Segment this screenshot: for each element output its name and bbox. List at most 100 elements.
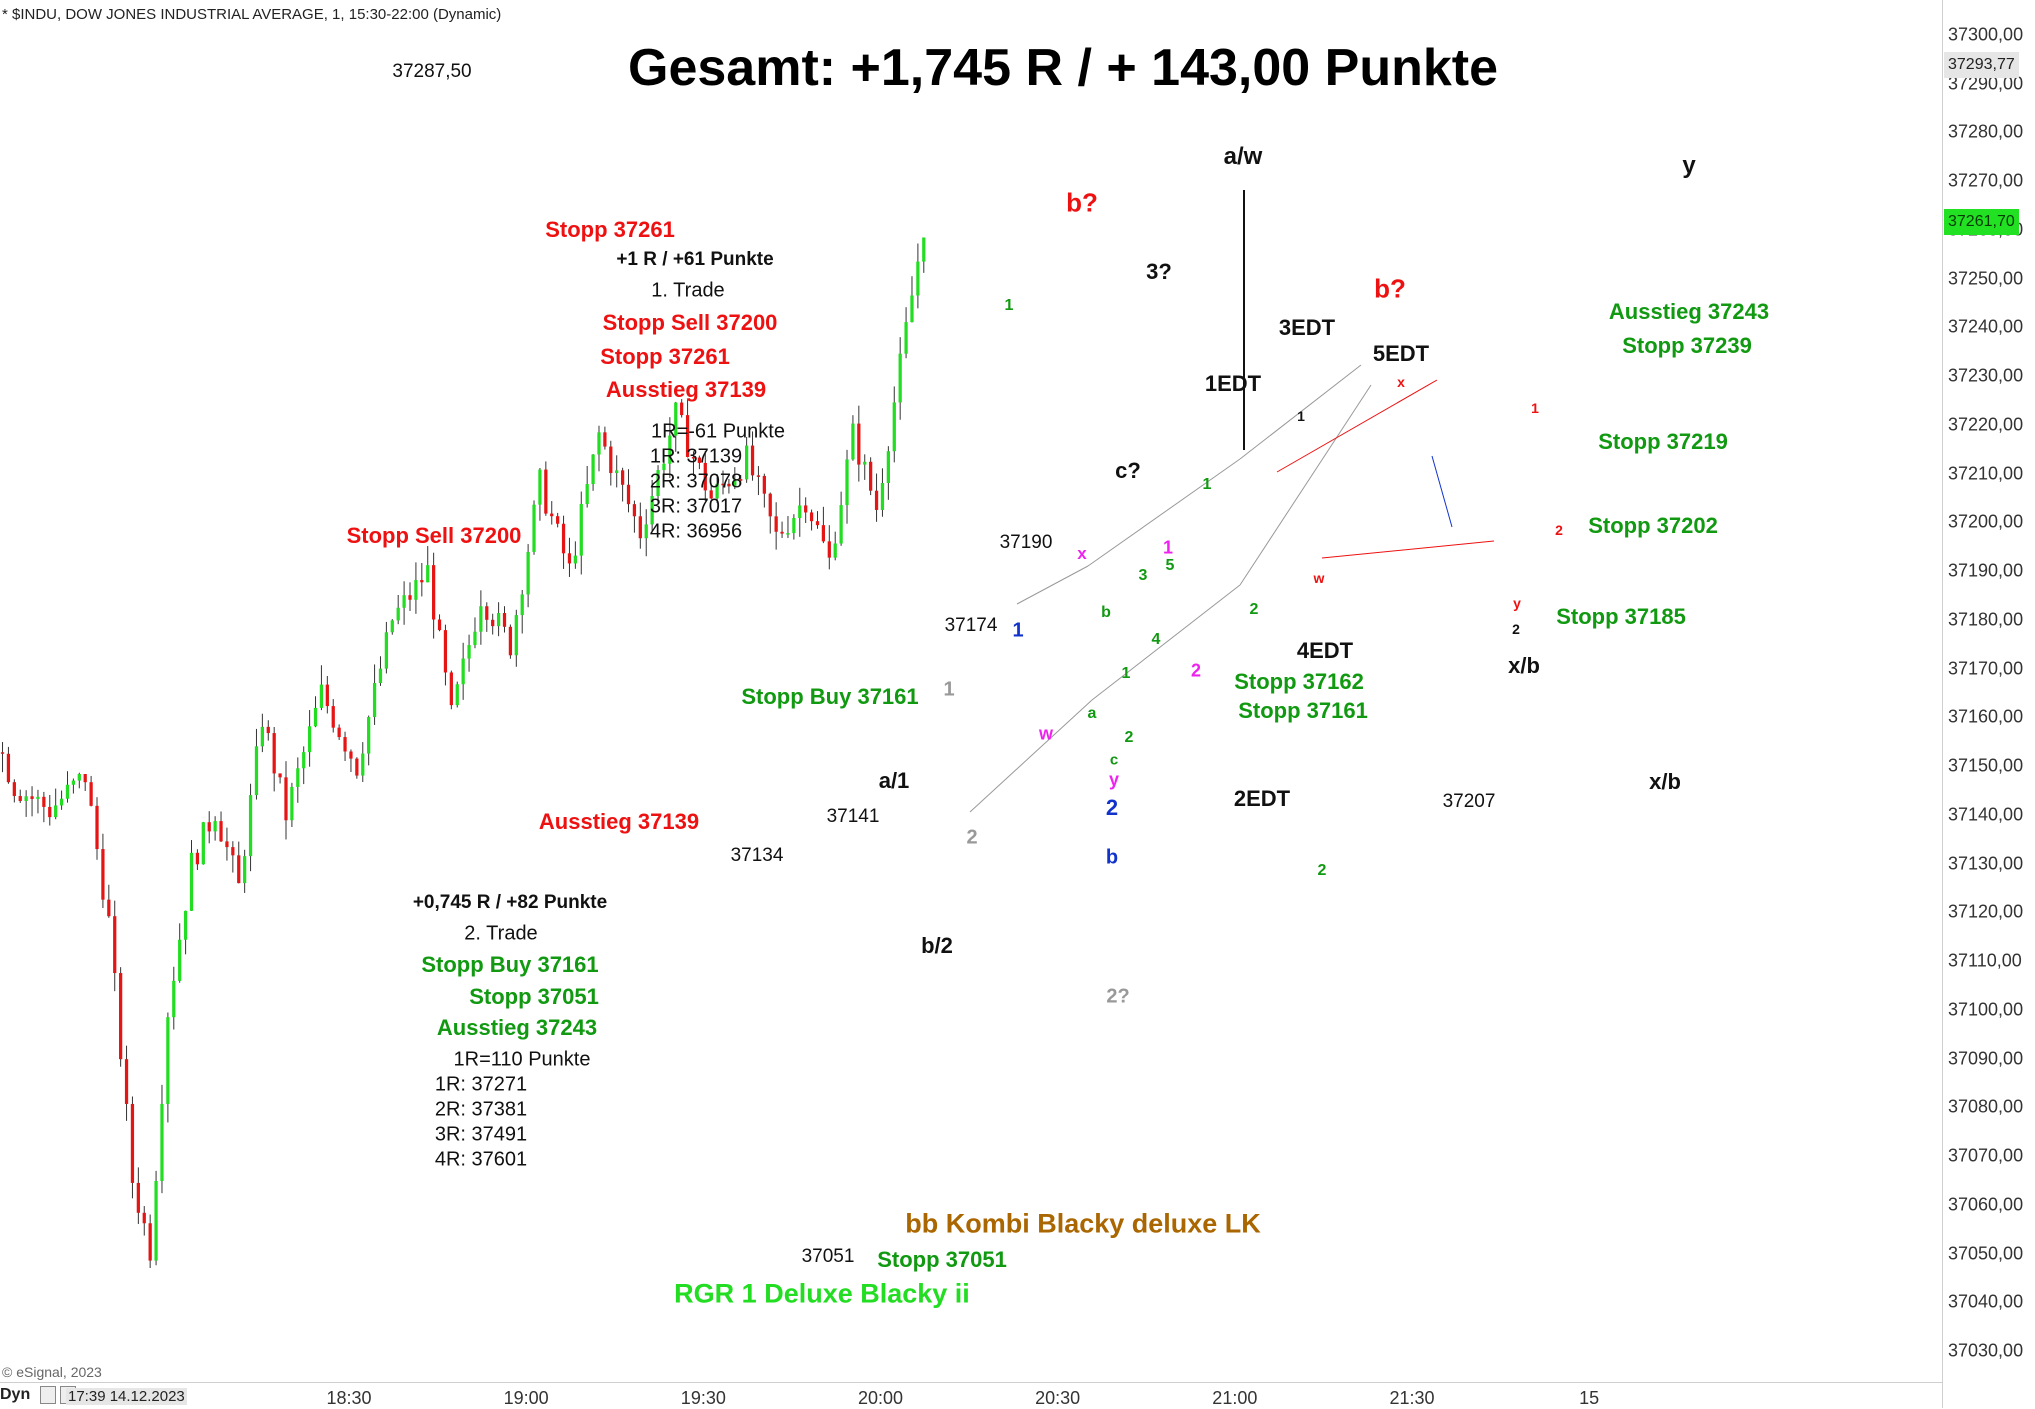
candle-up [467, 645, 471, 659]
price-tick-label: 37180,00 [1948, 609, 2024, 630]
chart-annotation: 3 [1138, 567, 1148, 584]
candle-up [674, 402, 678, 436]
chart-annotation: 37287,50 [392, 61, 472, 82]
candle-down [148, 1223, 152, 1261]
candle-down [284, 777, 288, 821]
chart-annotation: 4R: 37601 [434, 1148, 528, 1171]
candle-up [160, 1103, 164, 1182]
candle-up [36, 796, 40, 799]
chart-annotation: 1R=-61 Punkte [651, 420, 785, 443]
candle-up [455, 684, 459, 706]
price-tick-label: 37030,00 [1948, 1340, 2024, 1361]
last-price-tag: 37261,70 [1944, 208, 2019, 235]
candle-up [302, 752, 306, 769]
candle-up [390, 620, 394, 633]
candle-up [591, 454, 595, 485]
candle-down [821, 525, 826, 542]
chart-annotation: 2 [966, 826, 978, 849]
candle-up [798, 505, 802, 519]
candle-up [361, 753, 365, 776]
candle-up [384, 632, 389, 669]
price-tick-label: 37190,00 [1948, 560, 2024, 581]
candle-down [815, 521, 820, 526]
candle-down [237, 855, 241, 884]
chart-annotation: 1 [1004, 297, 1014, 314]
chart-annotation: 5 [1165, 557, 1175, 574]
candle-down [266, 726, 270, 734]
candle-down [680, 402, 684, 416]
candle-down [556, 516, 560, 524]
candle-down [207, 822, 211, 832]
price-tick-label: 37080,00 [1948, 1096, 2024, 1117]
chart-annotation: 1 [1012, 619, 1024, 642]
candle-up [892, 402, 896, 452]
dyn-label[interactable]: Dyn [0, 1386, 31, 1403]
chart-annotation: 2 [1317, 862, 1327, 879]
candle-up [65, 784, 70, 799]
chart-annotation: Stopp 37261 [545, 217, 675, 242]
time-tick-label: 15 [1579, 1388, 1600, 1408]
candle-down [219, 821, 223, 842]
chart-annotation: 2 [1249, 601, 1259, 618]
chart-annotation: +0,745 R / +82 Punkte [412, 892, 608, 913]
scroll-left-button[interactable] [40, 1386, 56, 1404]
candle-up [845, 459, 849, 506]
chart-annotation: b [1101, 604, 1111, 621]
trendline [1087, 458, 1241, 567]
chart-annotation: 2 [1124, 729, 1134, 746]
candle-up [538, 469, 542, 505]
chart-annotation: 1. Trade [651, 279, 725, 302]
candle-down [491, 619, 495, 627]
candle-down [780, 531, 784, 534]
candle-down [685, 415, 690, 457]
candle-up [863, 461, 867, 465]
candle-down [272, 733, 276, 774]
time-axis[interactable] [0, 1382, 1942, 1409]
candle-up [178, 939, 182, 981]
chart-annotation: y [1108, 769, 1120, 790]
candle-up [248, 795, 253, 857]
trendline [1091, 584, 1241, 701]
candle-up [839, 505, 843, 544]
copyright: © eSignal, 2023 [2, 1364, 102, 1380]
candle-up [166, 1017, 170, 1104]
candle-down [762, 475, 766, 494]
candle-down [142, 1212, 146, 1224]
candle-down [638, 516, 642, 539]
candle-down [136, 1182, 140, 1213]
trendline [1239, 384, 1372, 586]
candle-down [101, 849, 105, 900]
candle-down [119, 973, 123, 1060]
candle-down [739, 479, 743, 481]
candle-up [916, 261, 920, 296]
candle-up [733, 479, 737, 487]
chart-annotation: Stopp Sell 37200 [346, 523, 522, 548]
chart-annotation: Stopp 37161 [1238, 698, 1368, 723]
price-tick-label: 37150,00 [1948, 755, 2024, 776]
candle-down [432, 565, 436, 620]
price-tick-label: 37110,00 [1948, 950, 2022, 971]
chart-annotation: y [1513, 595, 1521, 611]
timestamp: 17:39 14.12.2023 [66, 1388, 187, 1405]
trendline [1276, 379, 1438, 473]
chart-annotation: x [1397, 374, 1405, 390]
candle-down [620, 470, 625, 485]
chart-annotation: 2R: 37078 [649, 470, 743, 493]
chart-annotation: c? [1115, 458, 1141, 483]
candle-up [461, 658, 465, 685]
candle-up [792, 518, 796, 534]
chart-annotation: 1 [943, 678, 955, 701]
candle-down [756, 475, 761, 477]
chart-annotation: Stopp 37185 [1556, 604, 1686, 629]
chart-annotation: b/2 [921, 933, 953, 958]
chart-annotation: Stopp 37051 [877, 1247, 1007, 1272]
candle-down [30, 796, 34, 799]
price-tick-label: 37060,00 [1948, 1194, 2024, 1215]
price-tick-label: 37050,00 [1948, 1243, 2024, 1264]
chart-annotation: x/b [1508, 653, 1540, 678]
candle-down [567, 553, 572, 564]
candle-down [857, 423, 861, 465]
candle-down [89, 782, 93, 806]
chart-annotation: 1 [1202, 476, 1212, 493]
